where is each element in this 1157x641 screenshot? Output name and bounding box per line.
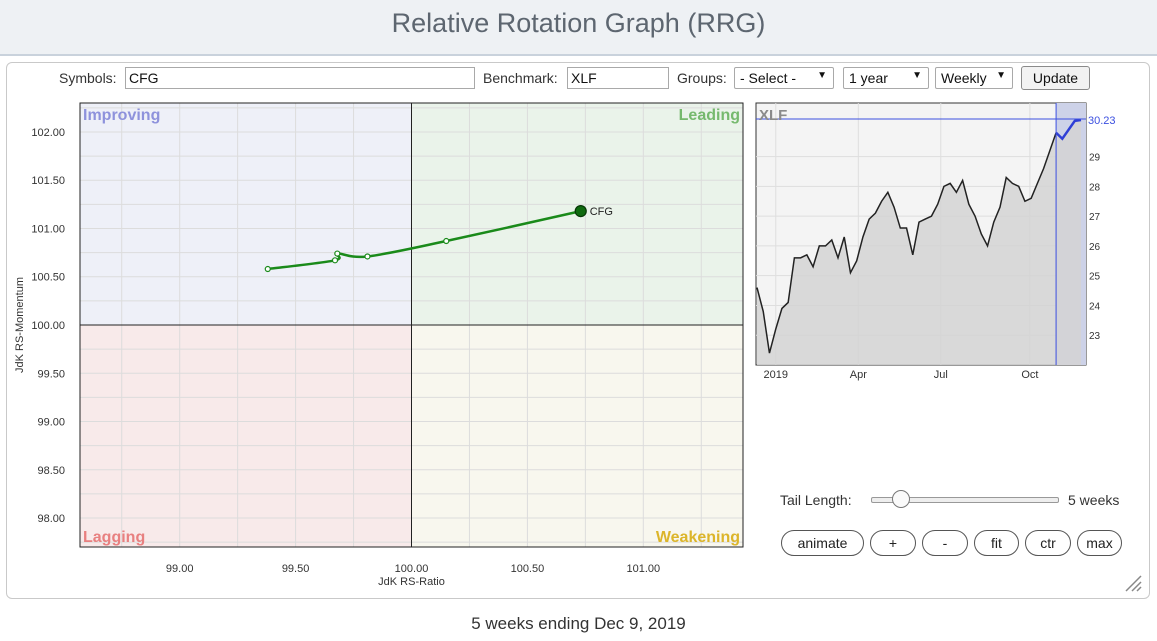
x-tick-label: 100.00 [395, 563, 429, 575]
quadrant-label-weakening: Weakening [656, 529, 740, 546]
zoom-out-button[interactable]: - [922, 530, 968, 556]
cfg-head-point [574, 205, 587, 218]
x-axis-title: JdK RS-Ratio [378, 576, 445, 588]
groups-select-value: - Select - [740, 70, 797, 86]
price-y-tick-label: 25 [1089, 272, 1101, 283]
benchmark-label: Benchmark: [483, 70, 558, 86]
cfg-tail-point [443, 237, 450, 245]
cfg-tail-line [267, 209, 581, 271]
price-area-fill [757, 119, 1081, 365]
cfg-tail-point [364, 253, 371, 260]
symbols-label: Symbols: [59, 70, 117, 86]
y-tick-label: 99.00 [37, 417, 65, 429]
y-axis-title: JdK RS-Momentum [14, 277, 26, 373]
cfg-tail-point [264, 265, 271, 273]
price-line [756, 132, 1057, 354]
price-y-tick-label: 27 [1089, 212, 1101, 223]
x-tick-label: 101.00 [626, 563, 660, 575]
cfg-tail-point [334, 250, 341, 257]
y-tick-label: 102.00 [31, 127, 65, 139]
x-tick-label: 100.50 [511, 563, 545, 575]
price-y-tick-label: 23 [1089, 331, 1101, 342]
price-y-tick-label: 29 [1089, 153, 1101, 164]
period-select[interactable]: 1 year ▼ [843, 67, 929, 89]
quadrant-weakening [411, 325, 743, 547]
benchmark-price-chart: XLF 30.23 23 24 25 26 27 28 29 2019 Apr Jul Oct [755, 102, 1116, 381]
rrg-chart: Improving Leading Lagging Weakening 99.00 99.… [14, 102, 744, 588]
quadrant-label-leading: Leading [679, 107, 740, 124]
y-tick-label: 100.00 [31, 320, 65, 332]
tail-length-value: 5 weeks [1068, 492, 1120, 508]
tail-length-track[interactable] [871, 497, 1059, 503]
price-y-tick-label: 26 [1089, 242, 1101, 253]
resize-grip-icon[interactable] [1124, 574, 1142, 592]
caret-down-icon: ▼ [996, 70, 1006, 81]
period-select-value: 1 year [849, 70, 888, 86]
price-x-tick-label: Apr [850, 369, 867, 381]
y-tick-label: 99.50 [37, 368, 65, 380]
zoom-in-button[interactable]: + [870, 530, 916, 556]
quadrant-label-improving: Improving [83, 107, 160, 124]
max-button[interactable]: max [1077, 530, 1122, 556]
price-line-highlight [1055, 118, 1082, 141]
plot-frame [79, 102, 744, 548]
header-bar: Relative Rotation Graph (RRG) [0, 0, 1157, 56]
symbols-input[interactable] [125, 67, 475, 89]
benchmark-input[interactable] [567, 67, 669, 89]
y-tick-label: 98.50 [37, 465, 65, 477]
cfg-tail-point [331, 257, 339, 264]
price-x-tick-label: Jul [934, 369, 948, 381]
y-tick-label: 101.00 [31, 223, 65, 235]
tail-length-label: Tail Length: [780, 492, 852, 508]
frequency-select[interactable]: Weekly ▼ [935, 67, 1013, 89]
tail-length-thumb[interactable] [891, 490, 910, 508]
y-tick-label: 101.50 [31, 175, 65, 187]
quadrant-label-lagging: Lagging [83, 529, 145, 546]
frequency-select-value: Weekly [941, 70, 987, 86]
quadrant-improving [80, 103, 412, 325]
footer-caption: 5 weeks ending Dec 9, 2019 [471, 614, 686, 633]
price-y-tick-label: 24 [1089, 301, 1101, 312]
center-button[interactable]: ctr [1025, 530, 1071, 556]
price-chart-title: XLF [759, 107, 787, 124]
update-button[interactable]: Update [1021, 66, 1090, 90]
animate-button[interactable]: animate [781, 530, 864, 556]
groups-select[interactable]: - Select - ▼ [734, 67, 834, 89]
price-x-tick-label: Oct [1021, 369, 1038, 381]
price-y-tick-label: 28 [1089, 182, 1101, 193]
groups-label: Groups: [677, 70, 727, 86]
fit-button[interactable]: fit [974, 530, 1019, 556]
quadrant-lagging [80, 325, 412, 547]
page-title: Relative Rotation Graph (RRG) [391, 8, 766, 38]
caret-down-icon: ▼ [912, 70, 922, 81]
x-tick-label: 99.00 [166, 563, 194, 575]
y-tick-label: 100.50 [31, 272, 65, 284]
last-value-label: 30.23 [1088, 115, 1116, 127]
y-tick-label: 98.00 [37, 513, 65, 525]
price-x-tick-label: 2019 [764, 369, 788, 381]
x-tick-label: 99.50 [282, 563, 310, 575]
cfg-point-label: CFG [590, 206, 613, 218]
caret-down-icon: ▼ [817, 70, 827, 81]
